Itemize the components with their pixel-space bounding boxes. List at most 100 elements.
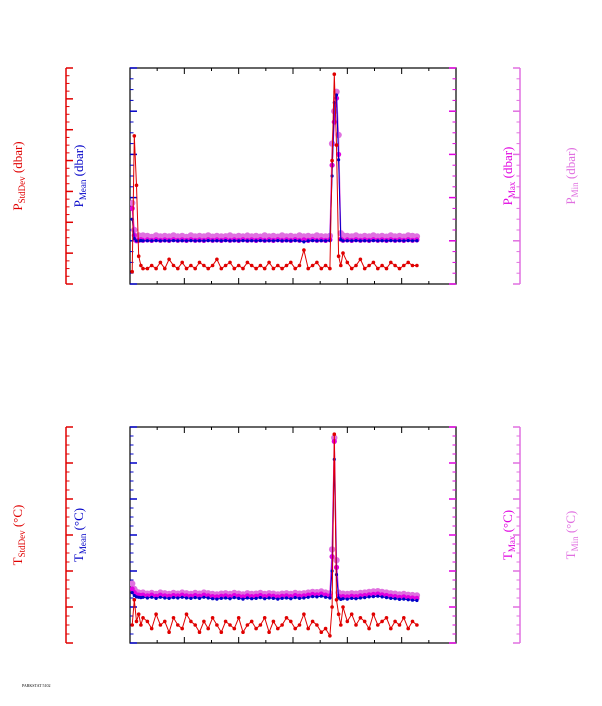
stddev-point (184, 266, 189, 271)
mean-point (189, 239, 193, 243)
mean-point (358, 596, 362, 600)
stddev-point (389, 260, 393, 265)
stddev-point (139, 263, 143, 268)
stddev-point (319, 266, 324, 271)
mean-point (263, 597, 267, 601)
stddev-point (358, 257, 363, 262)
mean-point (371, 239, 375, 243)
stddev-point (297, 623, 302, 627)
mean-point (267, 596, 271, 600)
plot-frame (129, 426, 457, 644)
max-axis-label-unit: (dbar) (500, 147, 515, 182)
mean-point (184, 596, 189, 600)
stddev-point (249, 263, 254, 268)
mean-point (354, 239, 358, 243)
mean-point (224, 239, 228, 243)
min-axis-label-main: T (563, 551, 578, 559)
mean-point (150, 595, 154, 599)
mean-point (393, 239, 397, 243)
stddev-point (149, 263, 154, 268)
stddev-point (245, 623, 250, 627)
stddev-point (319, 630, 324, 634)
footer-stamp: PARKSTAT 5102 (22, 683, 50, 688)
stddev-point (380, 263, 384, 268)
min-series-line (131, 437, 417, 597)
stddev-point (228, 260, 232, 265)
max-axis-label-main: P (500, 198, 515, 205)
stddev-point (334, 143, 339, 147)
max-series-line (131, 98, 417, 242)
stddev-point (371, 612, 376, 616)
max-point (130, 205, 135, 211)
mean-point (350, 239, 354, 243)
stddev-point (236, 616, 241, 620)
stddev-point (171, 263, 176, 268)
mean-point (341, 597, 345, 601)
stddev-point (232, 266, 237, 271)
mean-point (206, 239, 210, 243)
mean-point (215, 239, 219, 243)
stddev-point (223, 263, 228, 268)
mean-point (376, 239, 380, 243)
mean-point (130, 591, 134, 595)
mean-point (202, 239, 206, 243)
plot-frame (129, 67, 457, 285)
stddev-point (176, 266, 180, 271)
mean-point (215, 597, 219, 601)
mean-point (311, 595, 315, 599)
stddev-point (315, 623, 319, 627)
stddev-point (271, 266, 276, 271)
mean-point (306, 595, 310, 599)
stddev-point (376, 623, 380, 627)
mean-point (232, 239, 236, 243)
stddev-point (258, 263, 263, 268)
mean-point (258, 239, 262, 243)
stddev-point (332, 72, 337, 76)
mean-point (250, 239, 254, 243)
mean-point (232, 596, 236, 600)
stddev-point (284, 263, 289, 268)
mean-point (134, 239, 139, 243)
mean-point (176, 596, 180, 600)
stddev-point (306, 266, 311, 271)
stddev-point (336, 254, 341, 258)
mean-point (197, 596, 202, 601)
mean-point (341, 239, 345, 243)
mean-point (406, 598, 410, 602)
mean-point (219, 596, 223, 601)
mean-point (363, 596, 367, 600)
stddev-point (145, 266, 150, 271)
stddev-point (289, 619, 293, 624)
mean-point (380, 595, 384, 599)
mean-point (328, 239, 332, 243)
stddev-point (154, 612, 158, 616)
mean-point (328, 596, 332, 600)
stddev-point (136, 612, 141, 616)
stddev-point (167, 257, 171, 262)
stddev-point (141, 616, 145, 620)
stddev-point (393, 619, 397, 624)
mean-axis-label: PMean (dbar) (71, 145, 88, 208)
mean-point (167, 596, 171, 601)
stddev-point (197, 630, 202, 634)
mean-point (267, 239, 271, 243)
stddev-point (158, 623, 163, 627)
min-axis-label-unit: (dbar) (563, 147, 578, 182)
mean-point (171, 239, 176, 243)
stddev-point (328, 266, 332, 271)
stddev-axis-label-main: P (10, 203, 25, 210)
stddev-point (341, 251, 345, 255)
stddev-point (132, 598, 137, 602)
stddev-point (254, 266, 258, 271)
mean-point (376, 594, 380, 598)
stddev-point (402, 616, 406, 620)
mean-point (197, 239, 202, 243)
stddev-point (149, 626, 154, 631)
mean-axis-label-unit: (°C) (71, 508, 86, 534)
max-series-line (131, 441, 417, 599)
stddev-point (328, 634, 332, 638)
mean-point (145, 596, 149, 600)
stddev-point (406, 260, 411, 265)
mean-point (284, 596, 289, 600)
